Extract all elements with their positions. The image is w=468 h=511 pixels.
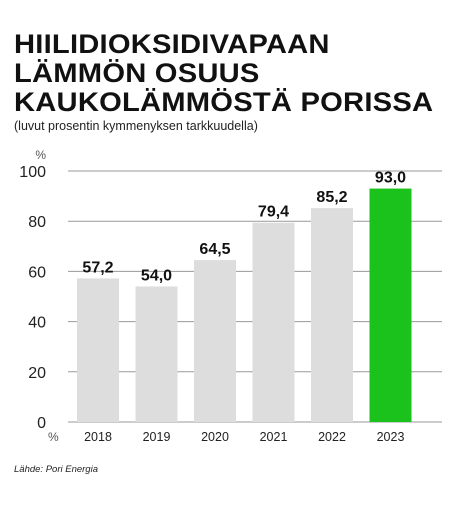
data-label: 93,0: [375, 170, 406, 187]
y-tick-label: 60: [28, 264, 46, 281]
y-tick-label: 80: [28, 214, 46, 231]
data-label: 64,5: [199, 241, 230, 258]
y-tick-label: 0: [37, 415, 46, 432]
data-label: 57,2: [82, 259, 113, 276]
x-tick-label: 2020: [201, 430, 229, 444]
data-label: 85,2: [316, 189, 347, 206]
title-line-3: KAUKOLÄMMÖSTÄ PORISSA: [14, 87, 434, 117]
data-label: 54,0: [141, 267, 172, 284]
title-line-1: HIILIDIOKSIDIVAPAAN: [14, 29, 330, 59]
bars: [77, 188, 412, 422]
x-tick-label: 2021: [260, 430, 288, 444]
chart-subtitle: (luvut prosentin kymmenyksen tarkkuudell…: [14, 119, 258, 133]
x-tick-label: 2023: [377, 430, 405, 444]
x-tick-label: 2019: [143, 430, 171, 444]
source-note: Lähde: Pori Energia: [14, 464, 98, 475]
x-axis-ticks: 2018 2019 2020 2021 2022 2023: [84, 430, 404, 444]
bar: [311, 208, 353, 422]
chart-title: HIILIDIOKSIDIVAPAAN LÄMMÖN OSUUS KAUKOLÄ…: [14, 30, 433, 117]
y-tick-label: 40: [28, 315, 46, 332]
bar: [252, 222, 295, 422]
y-axis-ticks: 0 20 40 60 80 100: [19, 164, 46, 432]
bar: [194, 260, 236, 422]
y-axis-unit: %: [35, 148, 46, 162]
x-axis-unit: %: [48, 430, 59, 444]
bar: [369, 188, 412, 422]
x-tick-label: 2018: [84, 430, 112, 444]
x-tick-label: 2022: [318, 430, 346, 444]
y-tick-label: 100: [19, 164, 46, 181]
title-line-2: LÄMMÖN OSUUS: [14, 58, 260, 88]
bar: [77, 278, 119, 422]
y-tick-label: 20: [28, 365, 46, 382]
data-label: 79,4: [258, 204, 289, 221]
data-labels: 57,2 54,0 64,5 79,4 85,2 93,0: [82, 170, 406, 285]
bar: [135, 286, 178, 422]
